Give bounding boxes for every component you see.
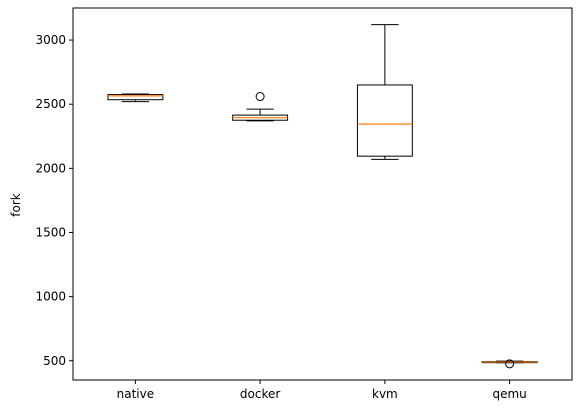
- box-docker: [232, 92, 289, 122]
- x-tick-label: native: [117, 387, 154, 401]
- x-tick-label: docker: [240, 387, 280, 401]
- x-axis-ticks: native docker kvm qemu: [117, 380, 527, 401]
- y-tick-label: 500: [43, 354, 66, 368]
- plot-frame-rect: [72, 7, 573, 381]
- y-tick-label: 1500: [35, 225, 66, 239]
- box-kvm: [356, 24, 413, 160]
- y-tick-label: 1000: [35, 290, 66, 304]
- box-native: [107, 93, 164, 103]
- plot-frame: [72, 7, 573, 381]
- iqr-box: [107, 94, 164, 101]
- outlier-point: [505, 359, 515, 369]
- y-axis-label: fork: [9, 193, 23, 217]
- iqr-box: [356, 84, 413, 157]
- y-tick-label: 2500: [35, 97, 66, 111]
- y-tick-label: 3000: [35, 33, 66, 47]
- x-tick-label: kvm: [372, 387, 398, 401]
- y-axis-ticks: 500 1000 1500 2000 2500 3000: [35, 33, 73, 368]
- box-qemu: [481, 359, 538, 369]
- outlier-point: [255, 92, 265, 102]
- y-tick-label: 2000: [35, 161, 66, 175]
- x-tick-label: qemu: [492, 387, 526, 401]
- box-series: [107, 24, 538, 369]
